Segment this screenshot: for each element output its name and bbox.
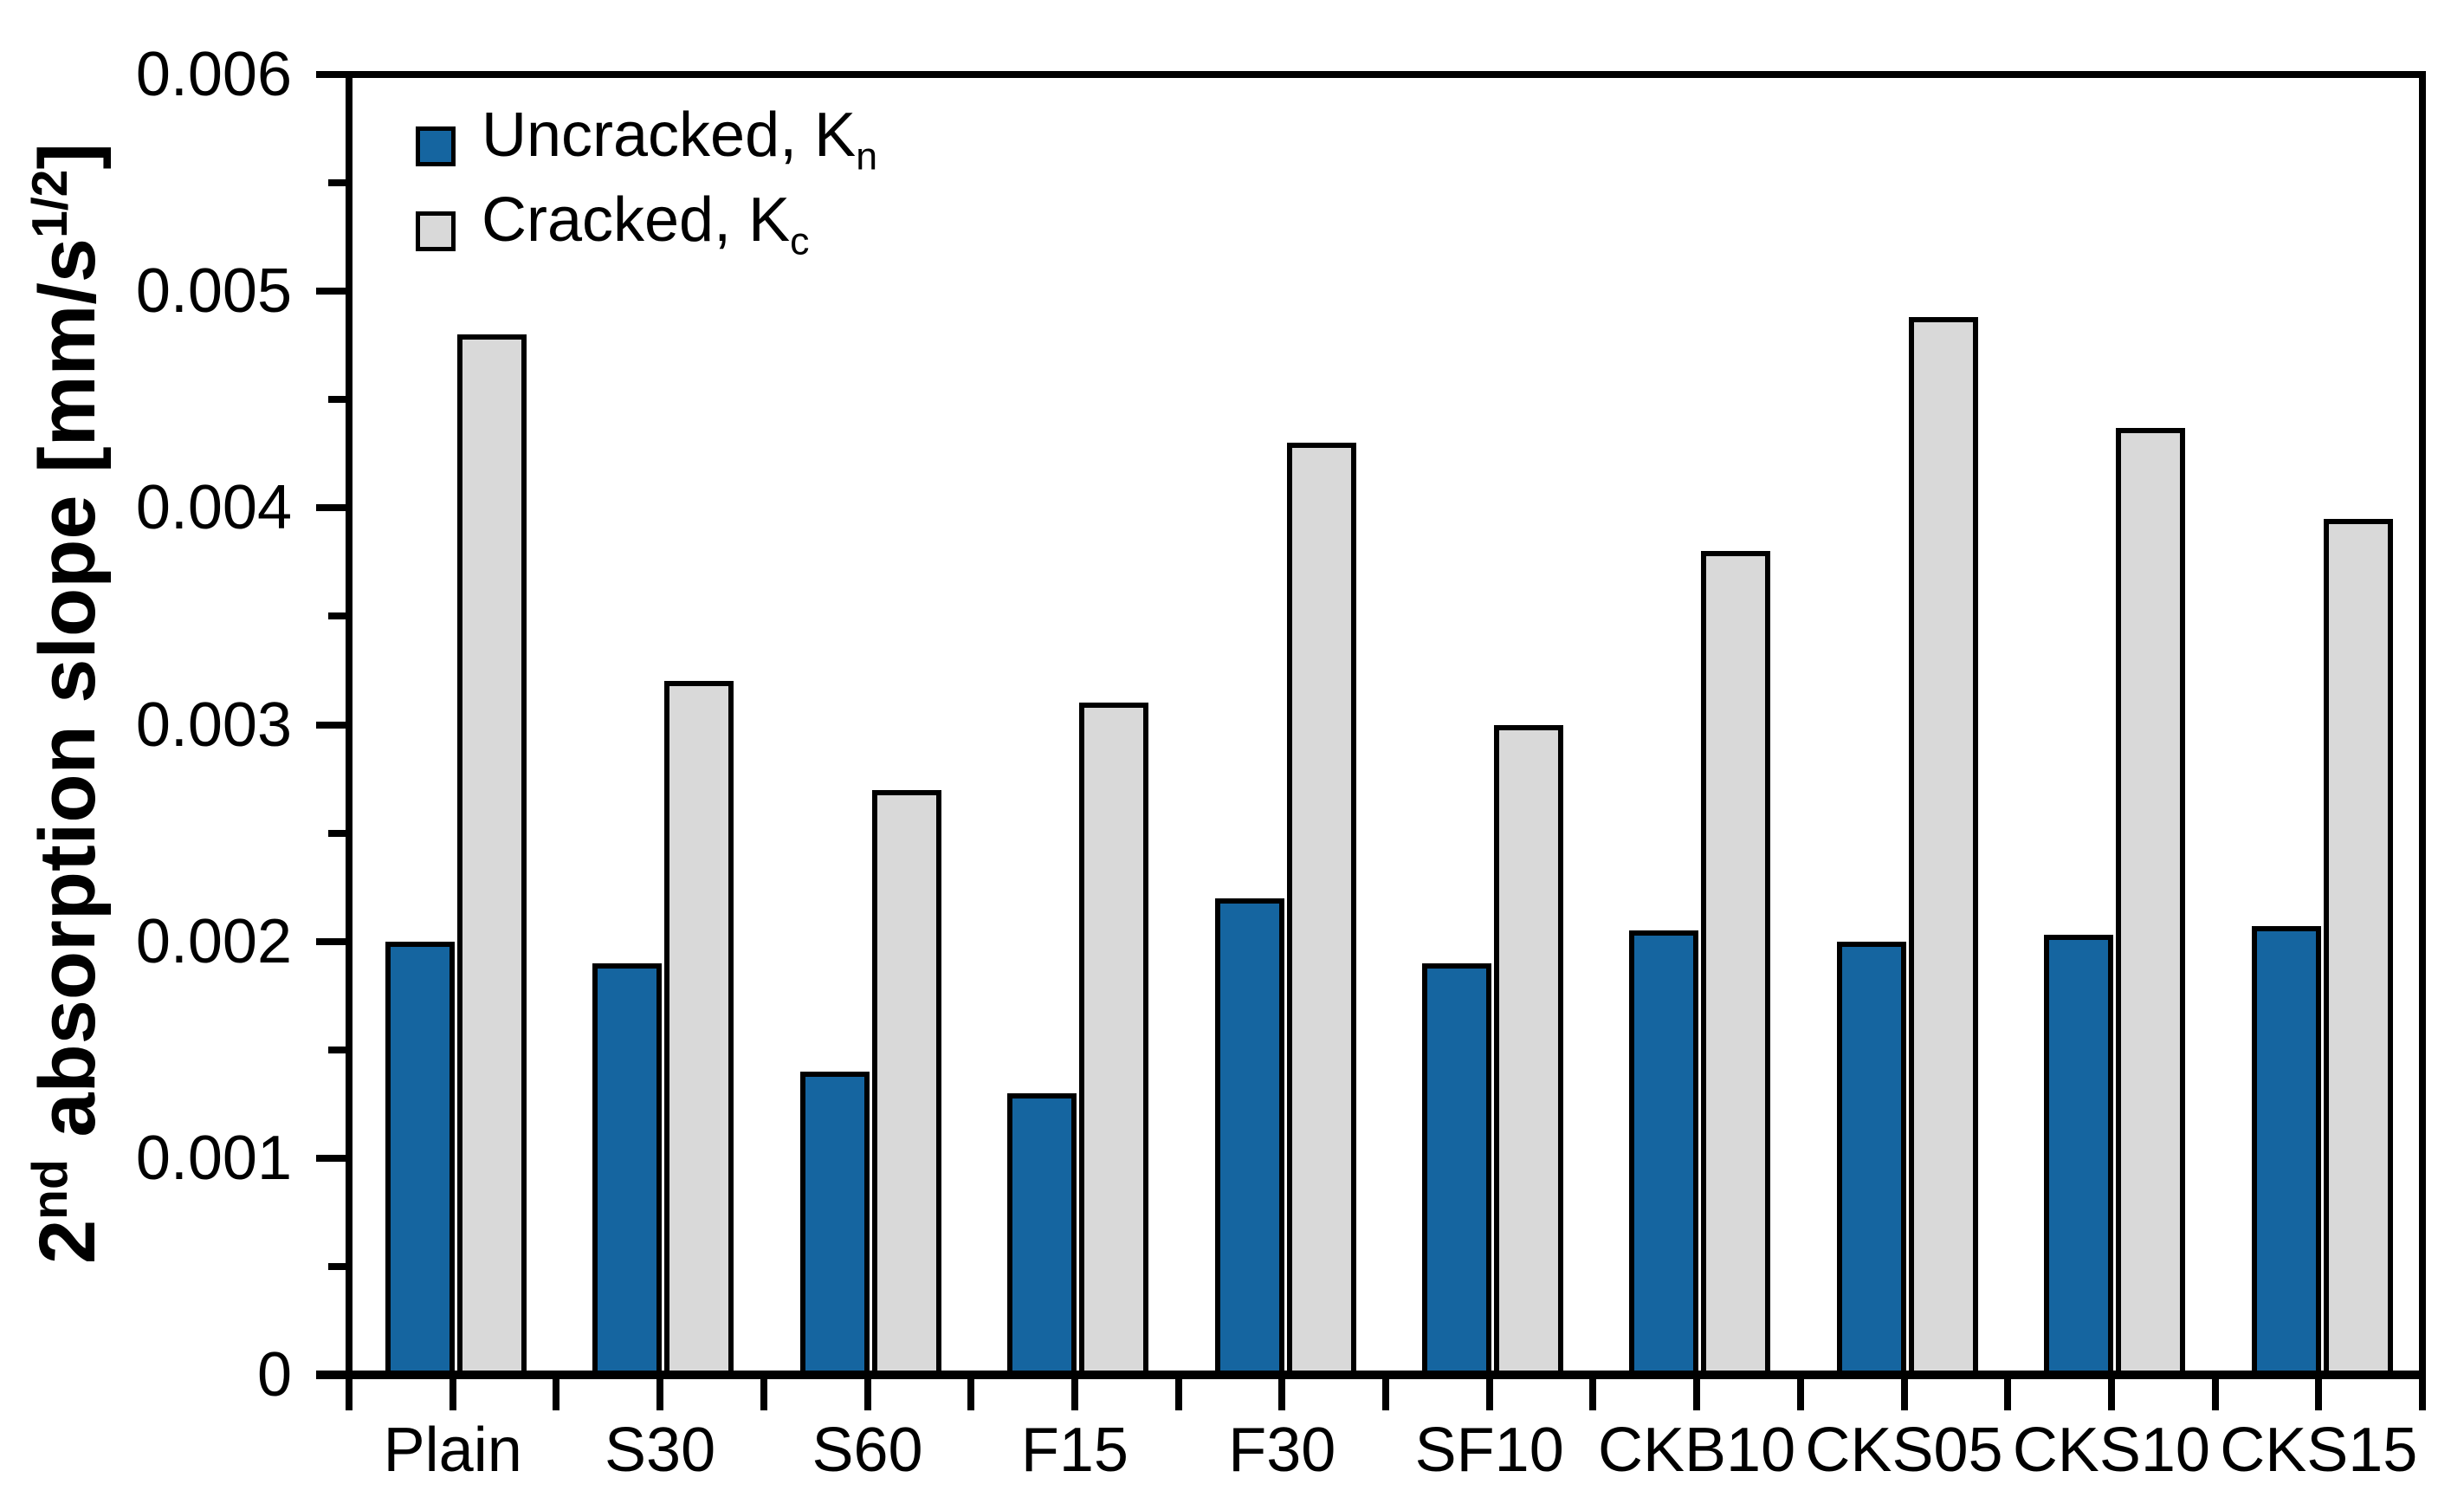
- y-major-tick: [316, 1371, 352, 1378]
- x-category-label-f30: F30: [1228, 1416, 1336, 1485]
- bar-uncracked-cks05: [1836, 941, 1906, 1379]
- bar-uncracked-sf10: [1422, 962, 1491, 1379]
- x-axis-tick: [1382, 1376, 1389, 1410]
- x-axis-tick: [1796, 1376, 1804, 1410]
- bar-cracked-plain: [457, 334, 527, 1379]
- legend-label-cracked-text: Cracked, K: [482, 185, 791, 256]
- y-major-tick: [316, 504, 352, 512]
- legend-item-cracked: Cracked, Kc: [416, 185, 877, 263]
- x-axis-tick: [553, 1376, 560, 1410]
- legend-item-uncracked: Uncracked, Kn: [416, 100, 877, 178]
- x-axis-tick: [760, 1376, 767, 1410]
- bar-uncracked-s30: [592, 962, 663, 1379]
- y-minor-tick: [328, 829, 352, 837]
- x-axis-line: [316, 1371, 2426, 1379]
- x-axis-tick: [967, 1376, 975, 1410]
- y-axis-title-suffix: ]: [23, 142, 112, 170]
- y-tick-label: 0: [256, 1340, 292, 1410]
- y-minor-tick: [328, 179, 352, 187]
- x-axis-tick: [1278, 1376, 1286, 1410]
- y-major-tick: [316, 71, 352, 78]
- legend: Uncracked, Kn Cracked, Kc: [416, 100, 877, 289]
- x-axis-tick: [2107, 1376, 2115, 1410]
- bar-uncracked-cks10: [2044, 935, 2114, 1379]
- x-axis-tick: [656, 1376, 664, 1410]
- x-axis-tick: [2315, 1376, 2323, 1410]
- x-axis-tick: [2211, 1376, 2219, 1410]
- x-category-label-s60: S60: [812, 1416, 923, 1485]
- legend-label-uncracked-text: Uncracked, K: [482, 100, 857, 171]
- bar-cracked-f15: [1079, 703, 1149, 1379]
- bar-cracked-cks15: [2323, 518, 2393, 1379]
- y-major-tick: [316, 288, 352, 295]
- y-tick-label: 0.002: [135, 906, 292, 976]
- x-category-label-cks05: CKS05: [1805, 1416, 2003, 1485]
- bar-cracked-ckb10: [1701, 551, 1771, 1379]
- y-axis-title-sup-half: 1/2: [23, 169, 79, 238]
- y-major-tick: [316, 1154, 352, 1162]
- y-minor-tick: [328, 1046, 352, 1053]
- legend-label-uncracked-sub: n: [856, 135, 878, 178]
- x-axis-tick: [863, 1376, 871, 1410]
- y-tick-label: 0.001: [135, 1123, 292, 1193]
- y-major-tick: [316, 937, 352, 945]
- bar-uncracked-f15: [1007, 1092, 1077, 1379]
- bar-cracked-cks10: [2116, 427, 2186, 1379]
- x-axis-tick: [1589, 1376, 1597, 1410]
- x-category-label-f15: F15: [1020, 1416, 1129, 1485]
- x-axis-tick: [1900, 1376, 1908, 1410]
- bar-uncracked-f30: [1214, 898, 1284, 1379]
- y-major-tick: [316, 721, 352, 729]
- y-tick-label: 0.005: [135, 256, 292, 327]
- x-axis-tick: [449, 1376, 456, 1410]
- bar-cracked-s30: [664, 681, 734, 1379]
- bar-uncracked-cks15: [2251, 926, 2321, 1379]
- bar-cracked-f30: [1286, 443, 1356, 1379]
- legend-swatch-cracked: [416, 211, 456, 251]
- x-axis-tick: [2419, 1376, 2426, 1410]
- bar-cracked-cks05: [1908, 317, 1978, 1379]
- x-axis-tick: [1070, 1376, 1078, 1410]
- x-category-label-cks10: CKS10: [2012, 1416, 2210, 1485]
- x-category-label-ckb10: CKB10: [1598, 1416, 1796, 1485]
- legend-label-cracked: Cracked, Kc: [482, 185, 809, 276]
- legend-swatch-uncracked: [416, 126, 456, 166]
- legend-label-uncracked: Uncracked, Kn: [482, 100, 877, 191]
- x-axis-tick: [346, 1376, 352, 1410]
- x-axis-tick: [1693, 1376, 1701, 1410]
- y-tick-label: 0.004: [135, 473, 292, 543]
- legend-label-cracked-sub: c: [790, 220, 810, 263]
- y-axis-title-prefix: 2: [23, 1219, 112, 1265]
- x-category-label-s30: S30: [605, 1416, 716, 1485]
- x-axis-tick: [2004, 1376, 2012, 1410]
- y-tick-label: 0.003: [135, 690, 292, 760]
- bar-cracked-s60: [871, 789, 941, 1379]
- x-axis-tick: [1174, 1376, 1182, 1410]
- y-minor-tick: [328, 1262, 352, 1270]
- x-category-label-plain: Plain: [383, 1416, 522, 1485]
- bar-uncracked-s60: [799, 1071, 870, 1379]
- x-category-label-sf10: SF10: [1414, 1416, 1564, 1485]
- bar-cracked-sf10: [1494, 724, 1563, 1379]
- x-category-label-cks15: CKS15: [2220, 1416, 2418, 1485]
- x-axis-tick: [1485, 1376, 1493, 1410]
- y-minor-tick: [328, 612, 352, 620]
- y-tick-label: 0.006: [135, 40, 292, 109]
- y-minor-tick: [328, 396, 352, 404]
- bar-uncracked-ckb10: [1629, 930, 1699, 1379]
- bar-uncracked-plain: [385, 941, 455, 1379]
